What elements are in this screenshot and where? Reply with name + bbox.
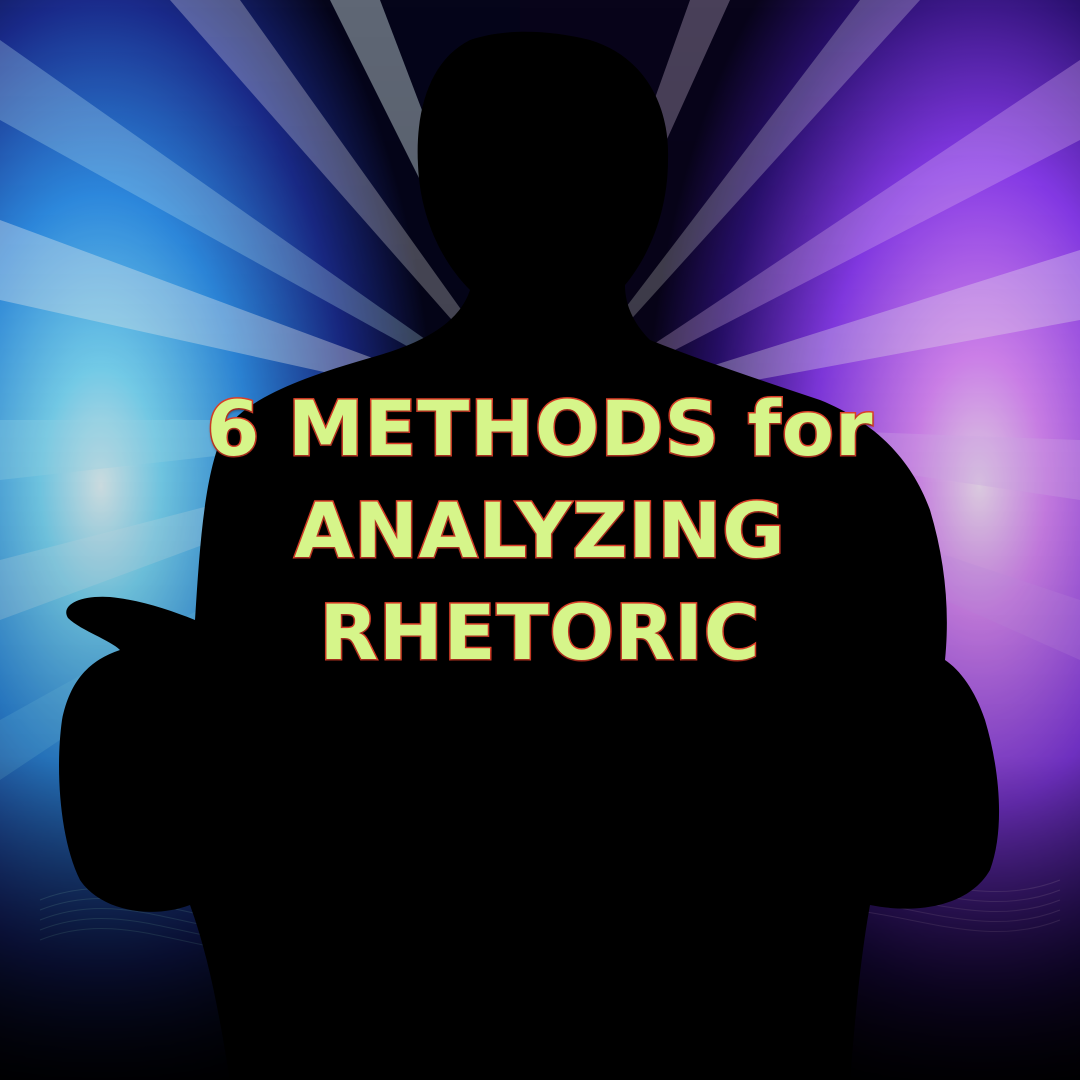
- title-line-1: 6 METHODS for: [205, 383, 874, 475]
- title-block: 6 METHODS for ANALYZING RHETORIC: [0, 378, 1080, 684]
- person-silhouette: [59, 31, 1000, 1080]
- title-line-3: RHETORIC: [318, 587, 761, 679]
- title-line-2: ANALYZING: [293, 485, 786, 577]
